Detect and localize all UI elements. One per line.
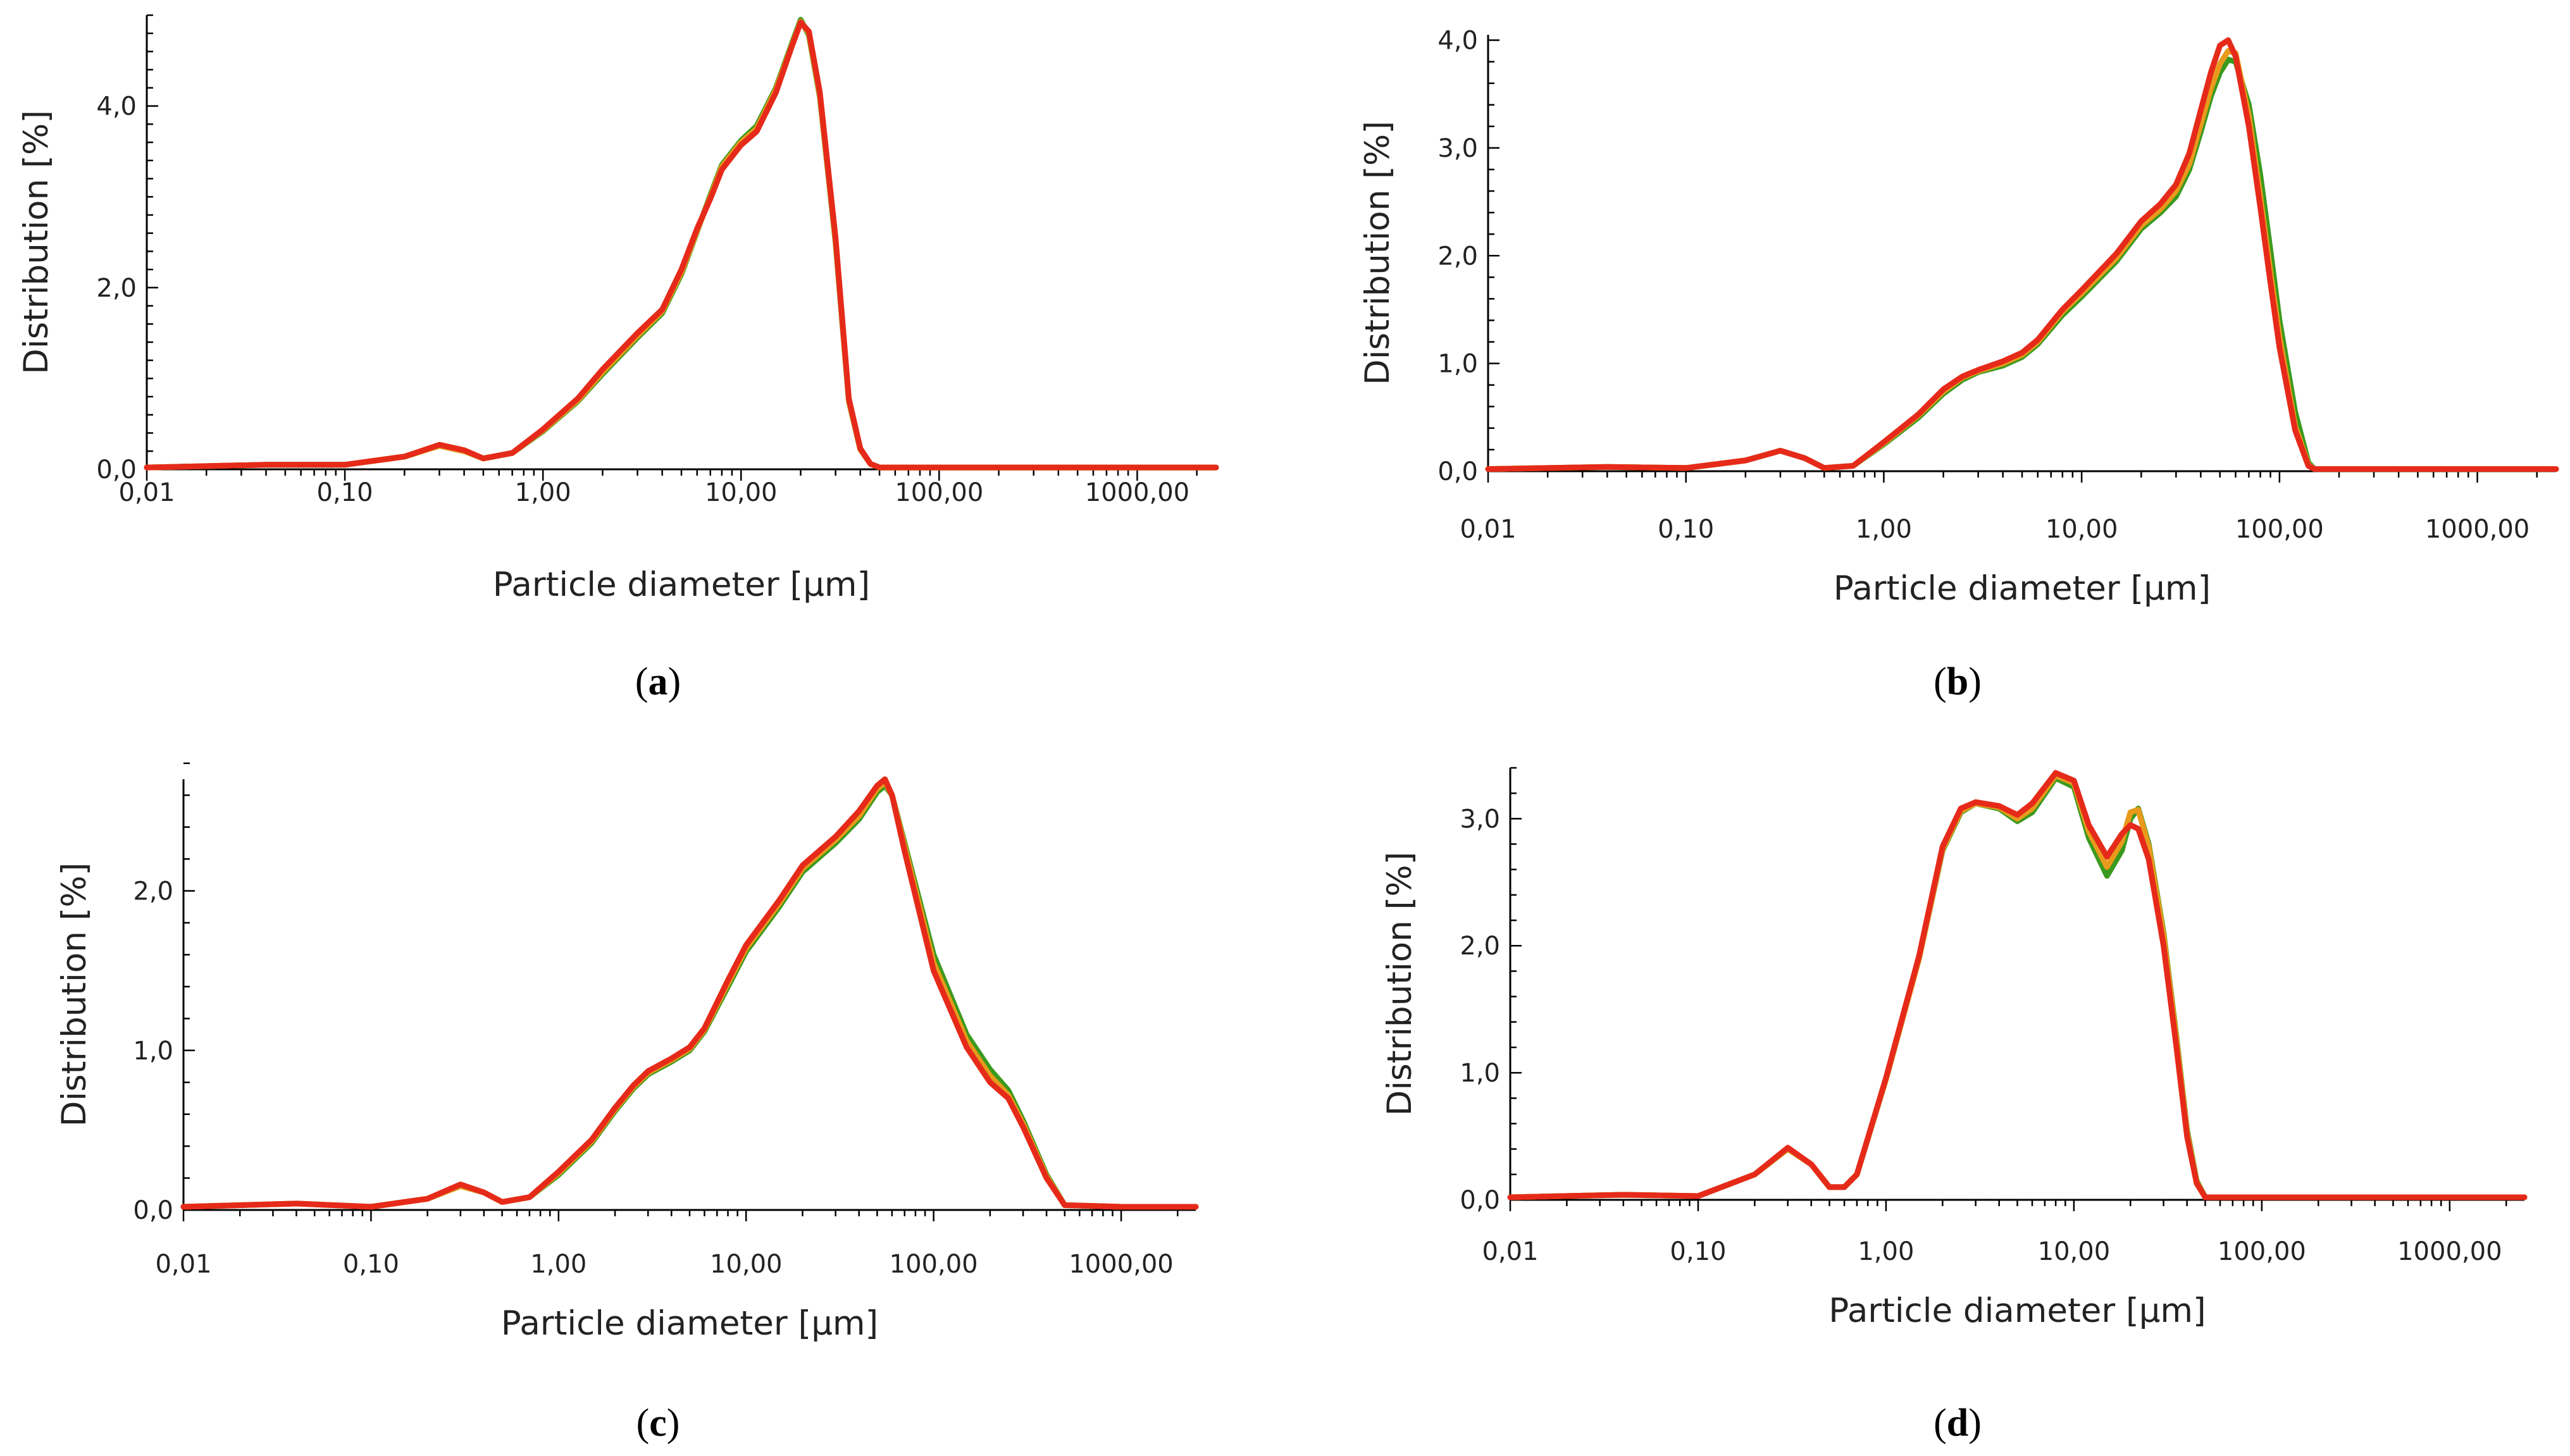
series-line-c-1 bbox=[180, 782, 1199, 1210]
y-axis-title-b: Distribution [%] bbox=[1358, 121, 1397, 385]
y-tick-label-b: 2,0 bbox=[1437, 242, 1478, 271]
x-tick-label-c: 1,00 bbox=[530, 1250, 587, 1279]
caption-d-letter: d bbox=[1947, 1402, 1968, 1445]
panel-c: 0,01 0,10 1,00 10,00 100,00 1000,00 0,0 1,0 2,0 P… bbox=[55, 762, 1199, 1343]
y-tick-label-a: 4,0 bbox=[96, 92, 137, 121]
x-tick-label-a: 10,00 bbox=[705, 478, 778, 507]
y-tick-label-b: 0,0 bbox=[1437, 457, 1478, 486]
series-line-b-2 bbox=[1485, 48, 2559, 472]
caption-b-letter: b bbox=[1947, 660, 1968, 703]
x-axis-title-a: Particle diameter [µm] bbox=[493, 565, 870, 604]
y-tick-label-b: 1,0 bbox=[1437, 350, 1478, 379]
y-tick-label-c: 0,0 bbox=[133, 1196, 173, 1225]
y-axis-title-a: Distribution [%] bbox=[17, 110, 56, 374]
x-tick-label-b: 1000,00 bbox=[2425, 515, 2530, 544]
caption-c: (c) bbox=[636, 1402, 680, 1445]
series-line-c-2 bbox=[180, 779, 1199, 1210]
y-tick-label-a: 2,0 bbox=[96, 274, 137, 303]
x-tick-label-d: 1,00 bbox=[1858, 1237, 1914, 1266]
y-tick-label-c: 1,0 bbox=[133, 1037, 173, 1066]
series-line-d-1 bbox=[1507, 775, 2528, 1200]
x-tick-label-c: 0,10 bbox=[343, 1250, 399, 1279]
x-tick-label-d: 100,00 bbox=[2218, 1237, 2306, 1266]
x-tick-label-b: 0,01 bbox=[1460, 515, 1516, 544]
x-tick-label-c: 0,01 bbox=[155, 1250, 211, 1279]
x-axis-title-d: Particle diameter [µm] bbox=[1828, 1292, 2206, 1330]
caption-d: (d) bbox=[1934, 1402, 1982, 1445]
series-line-b-1 bbox=[1485, 56, 2559, 472]
x-tick-label-c: 1000,00 bbox=[1069, 1250, 1173, 1279]
x-tick-label-c: 100,00 bbox=[890, 1250, 978, 1279]
x-tick-label-a: 0,10 bbox=[317, 478, 373, 507]
caption-b: (b) bbox=[1934, 660, 1982, 703]
y-axis-title-d: Distribution [%] bbox=[1381, 852, 1419, 1116]
x-axis-title-b: Particle diameter [µm] bbox=[1834, 569, 2211, 608]
series-line-d-3 bbox=[1507, 770, 2528, 1200]
y-tick-label-a: 0,0 bbox=[96, 455, 137, 484]
x-tick-label-b: 10,00 bbox=[2045, 515, 2118, 544]
panel-a: 0,01 0,10 1,00 10,00 100,00 1000,00 0,0 2,0 4,0 P… bbox=[17, 14, 1219, 604]
x-tick-label-a: 1000,00 bbox=[1085, 478, 1189, 507]
y-axis-title-c: Distribution [%] bbox=[55, 863, 94, 1127]
x-axis-title-c: Particle diameter [µm] bbox=[501, 1304, 878, 1343]
series-line-d-2 bbox=[1507, 772, 2528, 1200]
series-line-a-3 bbox=[144, 20, 1219, 471]
y-tick-label-b: 4,0 bbox=[1437, 27, 1478, 56]
y-tick-label-d: 3,0 bbox=[1460, 805, 1500, 834]
y-tick-label-d: 1,0 bbox=[1460, 1059, 1500, 1088]
panel-d: 0,01 0,10 1,00 10,00 100,00 1000,00 0,0 1,0 2,0 3… bbox=[1381, 767, 2528, 1330]
x-tick-label-a: 1,00 bbox=[515, 478, 571, 507]
x-tick-label-b: 0,10 bbox=[1658, 515, 1714, 544]
x-tick-label-d: 0,01 bbox=[1482, 1237, 1538, 1266]
series-line-a-2 bbox=[144, 18, 1219, 471]
y-tick-label-c: 2,0 bbox=[133, 877, 173, 906]
x-tick-label-d: 10,00 bbox=[2038, 1237, 2111, 1266]
x-tick-label-a: 0,01 bbox=[118, 478, 175, 507]
y-tick-label-b: 3,0 bbox=[1437, 134, 1478, 163]
x-tick-label-d: 0,10 bbox=[1670, 1237, 1726, 1266]
panel-b: 0,01 0,10 1,00 10,00 100,00 1000,00 0,0 1,0 2,0 3… bbox=[1358, 27, 2559, 608]
x-tick-label-b: 100,00 bbox=[2235, 515, 2324, 544]
y-tick-label-d: 2,0 bbox=[1460, 932, 1500, 961]
series-line-c-3 bbox=[180, 776, 1199, 1210]
y-tick-label-d: 0,0 bbox=[1460, 1186, 1500, 1215]
series-line-b-3 bbox=[1485, 37, 2559, 472]
x-tick-label-c: 10,00 bbox=[710, 1250, 783, 1279]
caption-a: (a) bbox=[635, 660, 681, 703]
x-tick-label-b: 1,00 bbox=[1856, 515, 1912, 544]
caption-a-letter: a bbox=[649, 660, 668, 703]
series-line-a-1 bbox=[144, 16, 1219, 471]
x-tick-label-a: 100,00 bbox=[895, 478, 983, 507]
caption-c-letter: c bbox=[649, 1402, 667, 1445]
x-tick-label-d: 1000,00 bbox=[2397, 1237, 2502, 1266]
